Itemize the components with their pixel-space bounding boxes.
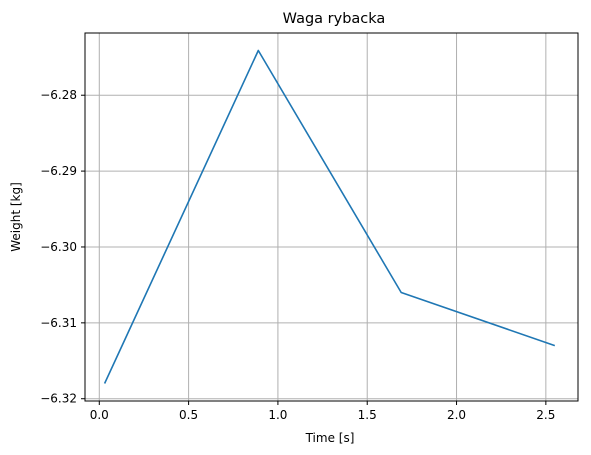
y-axis-title: Weight [kg] [9, 182, 23, 252]
plot-area [85, 33, 578, 401]
x-tick-label: 2.5 [536, 408, 555, 422]
x-tick-label: 0.0 [90, 408, 109, 422]
y-tick-label: −6.31 [40, 316, 77, 330]
y-tick-label: −6.29 [40, 164, 77, 178]
x-axis-title: Time [s] [305, 431, 355, 445]
y-tick-label: −6.32 [40, 392, 77, 406]
chart-title: Waga rybacka [283, 11, 386, 27]
x-tick-label: 1.0 [268, 408, 287, 422]
y-tick-label: −6.28 [40, 88, 77, 102]
x-tick-label: 2.0 [447, 408, 466, 422]
y-tick-label: −6.30 [40, 240, 77, 254]
x-tick-label: 0.5 [179, 408, 198, 422]
x-tick-label: 1.5 [358, 408, 377, 422]
